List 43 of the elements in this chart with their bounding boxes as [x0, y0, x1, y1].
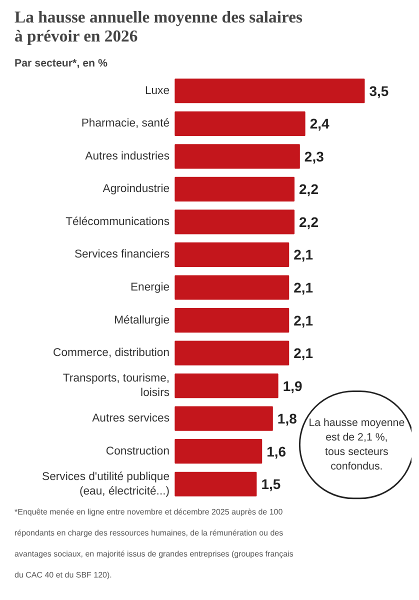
text: Par secteur*, en % — [14, 58, 108, 70]
bar — [174, 210, 295, 234]
data-label: 2,1 — [294, 312, 314, 328]
y-tick-label: Services financiers — [74, 248, 170, 261]
bar — [174, 374, 278, 398]
data-label: 1,6 — [266, 443, 286, 460]
bar — [174, 242, 290, 268]
y-tick-label: Services d'utilité publique (eau, électricité...) — [42, 470, 170, 498]
bar — [174, 439, 262, 464]
y-tick-label: Métallurgie — [114, 314, 170, 326]
data-label: 1,5 — [261, 476, 281, 492]
data-label: 2,1 — [294, 246, 314, 263]
bar — [174, 144, 300, 169]
data-label: 1,8 — [277, 410, 298, 427]
data-label: 3,5 — [369, 82, 389, 99]
data-label: 2,1 — [294, 280, 314, 296]
y-tick-label: Luxe — [144, 84, 170, 97]
bar — [174, 78, 365, 104]
bar — [174, 406, 273, 431]
bar — [174, 472, 257, 496]
text: *Enquête menée en ligne entre novembre et décembre 2025 auprès de 100 répondants en charge des ressources humaines, de la rémunération ou des avantages sociaux, en majorité issus de grandes entreprises (groupes français du CAC 40 et du SBF 120). — [14, 508, 294, 580]
y-tick-label: Transports, tourisme, loisirs — [62, 372, 170, 400]
y-tick-label: Autres services — [92, 412, 170, 425]
y-tick-label: Autres industries — [85, 150, 170, 162]
bar — [174, 340, 290, 366]
data-label: 2,2 — [299, 181, 319, 198]
y-tick-label: Agroindustrie — [102, 183, 170, 196]
bar — [174, 176, 295, 202]
data-label: 2,2 — [299, 214, 319, 230]
y-tick-label: Commerce, distribution — [53, 347, 170, 360]
annotation: La hausse moyenne est de 2,1 %, tous secteurs confondus. — [308, 417, 405, 472]
data-label: 1,9 — [282, 378, 302, 394]
bar — [174, 308, 290, 333]
data-label: 2,3 — [304, 148, 324, 164]
y-tick-label: Energie — [130, 282, 170, 294]
chart-title: La hausse annuelle moyenne des salaires à prévoir en 2026 — [14, 8, 303, 46]
data-label: 2,4 — [310, 116, 330, 132]
y-tick-label: Pharmacie, santé — [81, 118, 170, 130]
y-tick-label: Construction — [106, 445, 170, 458]
data-label: 2,1 — [294, 345, 314, 362]
bar — [174, 111, 306, 136]
y-tick-label: Télécommunications — [66, 216, 170, 228]
bar — [174, 275, 290, 300]
